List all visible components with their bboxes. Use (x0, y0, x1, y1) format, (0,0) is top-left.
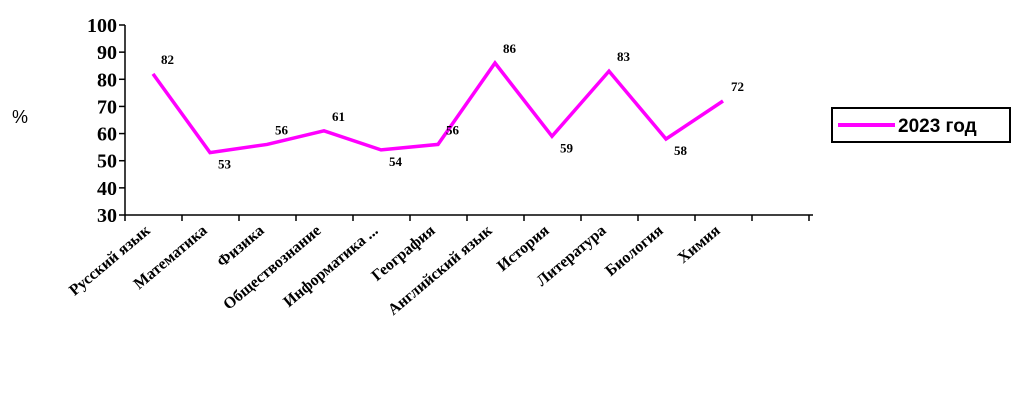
data-label: 82 (161, 52, 174, 67)
x-tick-label: Информатика ... (280, 222, 381, 311)
y-tick-label: 30 (97, 205, 117, 227)
y-tick-label: 40 (97, 178, 117, 200)
data-label: 54 (389, 154, 403, 169)
y-axis-label: % (12, 107, 28, 127)
data-labels: 82 53 56 61 54 56 86 59 83 58 72 (161, 41, 744, 172)
x-tick-label: Обществознание (220, 222, 324, 313)
x-tick-label: Физика (214, 222, 268, 271)
data-label: 56 (446, 122, 460, 137)
y-tick-label: 90 (97, 42, 117, 64)
data-label: 53 (218, 157, 232, 172)
legend: 2023 год (831, 107, 1011, 143)
legend-label: 2023 год (898, 116, 977, 137)
data-label: 59 (560, 140, 574, 155)
data-label: 58 (674, 143, 688, 158)
y-tick-label: 50 (97, 151, 117, 173)
series-group (151, 60, 724, 155)
data-label: 72 (731, 79, 744, 94)
y-tick-label: 100 (87, 15, 117, 37)
x-tick-label: Английский язык (385, 222, 496, 319)
series-line (151, 60, 724, 155)
data-label: 83 (617, 49, 631, 64)
data-label: 86 (503, 41, 517, 56)
y-axis: 30 40 50 60 70 80 90 100 (87, 15, 126, 227)
y-tick-label: 60 (97, 124, 117, 146)
x-tick-label: Химия (675, 222, 724, 267)
data-label: 56 (275, 122, 289, 137)
data-label: 61 (332, 109, 345, 124)
x-tick-label: Биология (602, 222, 667, 280)
y-tick-label: 70 (97, 96, 117, 118)
y-tick-label: 80 (97, 69, 117, 91)
